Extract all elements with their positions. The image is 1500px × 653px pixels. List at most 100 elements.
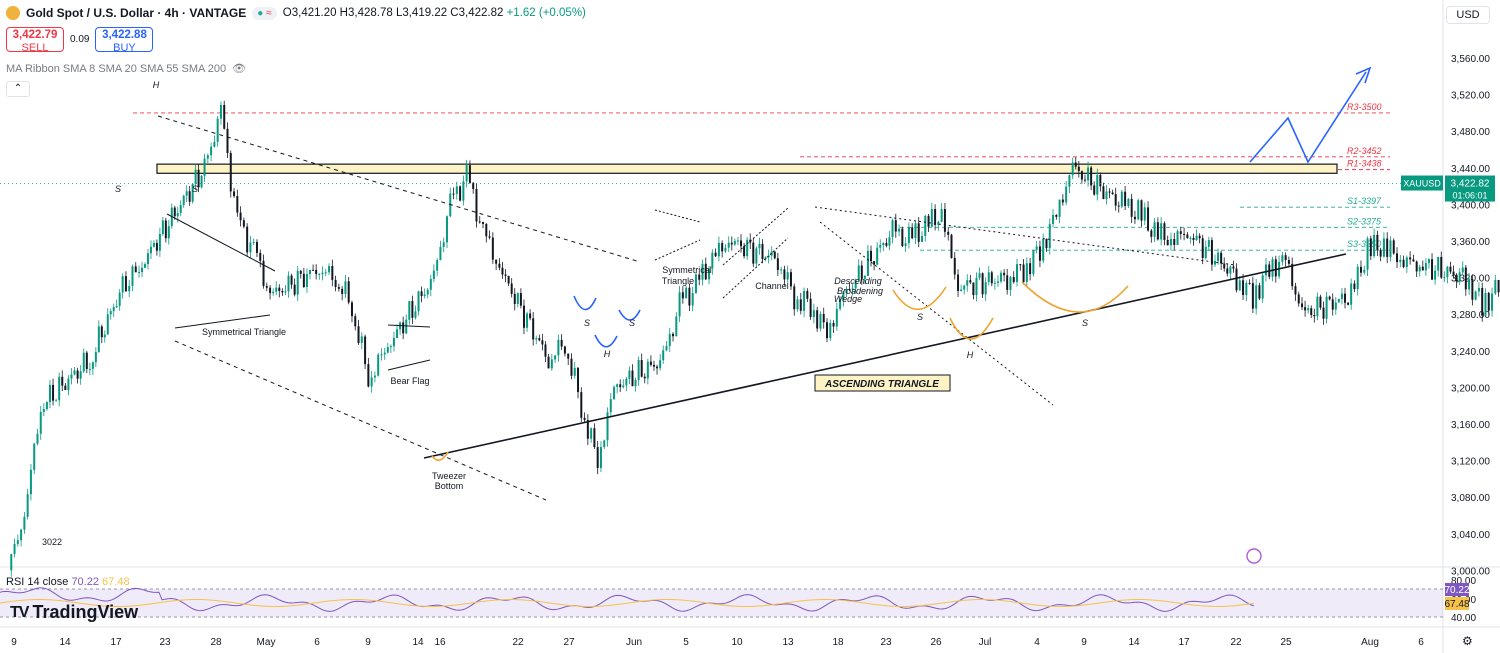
settings-gear-icon[interactable]: ⚙ (1462, 634, 1473, 648)
candle-body (1000, 272, 1003, 282)
candle-body (200, 175, 203, 188)
candle-body (943, 209, 946, 232)
sell-button[interactable]: 3,422.79 SELL (6, 27, 64, 54)
candle-body (634, 380, 637, 387)
candle-body (158, 233, 161, 251)
candle-body (1232, 266, 1235, 269)
hs-shoulder-curve (1021, 281, 1129, 313)
candle-body (698, 274, 701, 280)
candle-body (344, 281, 347, 294)
y-tick-label: 3,080.00 (1451, 493, 1490, 504)
candle-body (1337, 298, 1340, 303)
indicator-legend[interactable]: MA Ribbon SMA 8 SMA 20 SMA 55 SMA 200 👁 (6, 62, 247, 76)
brand-name: TradingView (32, 602, 139, 622)
pattern-annotation: 3022 (42, 537, 62, 547)
candle-body (1373, 234, 1376, 257)
candle-body (1189, 237, 1192, 239)
tradingview-logo[interactable]: TV TradingView (10, 602, 138, 623)
eye-icon[interactable]: 👁 (232, 63, 247, 75)
candle-body (138, 271, 141, 273)
candle-body (1137, 200, 1140, 220)
current-price-value: 3,422.82 (1451, 179, 1490, 190)
candle-body (1198, 235, 1201, 239)
candle-body (1220, 252, 1223, 264)
candle-body (957, 274, 960, 291)
pattern-annotation: Channel (755, 281, 789, 291)
channel-lower (722, 237, 789, 299)
candle-body (1350, 283, 1353, 305)
candle-body (842, 292, 845, 301)
candle-body (94, 351, 97, 363)
indicator-label: MA Ribbon SMA 8 SMA 20 SMA 55 SMA 200 (6, 62, 227, 75)
pattern-annotation: Descending (834, 276, 882, 286)
candle-body (1090, 167, 1093, 186)
candle-body (583, 417, 586, 421)
candle-body (76, 370, 79, 379)
candle-body (780, 269, 783, 271)
candle-body (475, 188, 478, 222)
candle-body (1424, 262, 1427, 271)
countdown-value: 01:06:01 (1452, 191, 1487, 201)
candle-body (103, 334, 106, 338)
candle-body (1096, 174, 1099, 195)
currency-selector[interactable]: USD (1446, 6, 1490, 24)
candle-body (1261, 275, 1264, 299)
candle-body (39, 412, 42, 434)
y-tick-label: 3,400.00 (1451, 200, 1490, 211)
candle-body (764, 257, 767, 260)
candle-body (1223, 263, 1226, 269)
candle-body (960, 289, 963, 291)
candle-body (586, 420, 589, 439)
ascending-support-line (423, 253, 1347, 459)
x-tick-label: 9 (11, 637, 17, 648)
candle-body (1105, 191, 1108, 199)
candle-body (1452, 271, 1455, 275)
collapse-legend-button[interactable]: ⌃ (6, 81, 30, 97)
candle-body (914, 223, 917, 239)
sym-triangle2-upper (654, 209, 701, 223)
market-status-pill[interactable]: ● ≈ (252, 6, 277, 20)
x-tick-label: 23 (880, 637, 892, 648)
candle-body (547, 356, 550, 369)
candle-body (213, 141, 216, 147)
candle-body (567, 353, 570, 359)
symbol-title[interactable]: Gold Spot / U.S. Dollar · 4h · VANTAGE (26, 6, 247, 20)
candle-body (637, 359, 640, 381)
candle-body (219, 104, 222, 119)
candle-body (740, 240, 743, 247)
candle-body (455, 186, 458, 194)
candle-body (1029, 263, 1032, 275)
candle-body (507, 275, 510, 284)
candle-body (796, 299, 799, 310)
buy-label: BUY (113, 42, 136, 54)
pattern-annotation: Symmetrical Triangle (202, 327, 286, 337)
candle-body (82, 352, 85, 372)
candle-body (619, 384, 622, 388)
candle-body (1058, 199, 1061, 217)
buy-button[interactable]: 3,422.88 BUY (95, 27, 154, 54)
candle-body (924, 215, 927, 237)
candle-body (625, 378, 628, 386)
candle-body (1130, 198, 1133, 217)
candle-body (1242, 280, 1245, 296)
rsi-legend[interactable]: RSI 14 close 70.22 67.48 (6, 576, 130, 588)
candle-body (1464, 267, 1467, 290)
candle-body (1124, 191, 1127, 207)
candle-body (229, 153, 232, 192)
candle-body (550, 359, 553, 369)
candle-body (863, 275, 866, 279)
candle-body (67, 378, 70, 391)
candle-body (1344, 293, 1347, 303)
rsi-tick-label: 40.00 (1451, 613, 1476, 624)
pattern-annotation: Tweezer (432, 471, 466, 481)
candle-body (347, 281, 350, 303)
candle-body (851, 288, 854, 290)
candle-body (580, 392, 583, 418)
candle-body (1025, 263, 1028, 283)
candle-body (191, 183, 194, 202)
candle-body (436, 260, 439, 271)
candle-body (628, 370, 631, 379)
candle-body (835, 308, 838, 327)
candle-body (97, 326, 100, 352)
